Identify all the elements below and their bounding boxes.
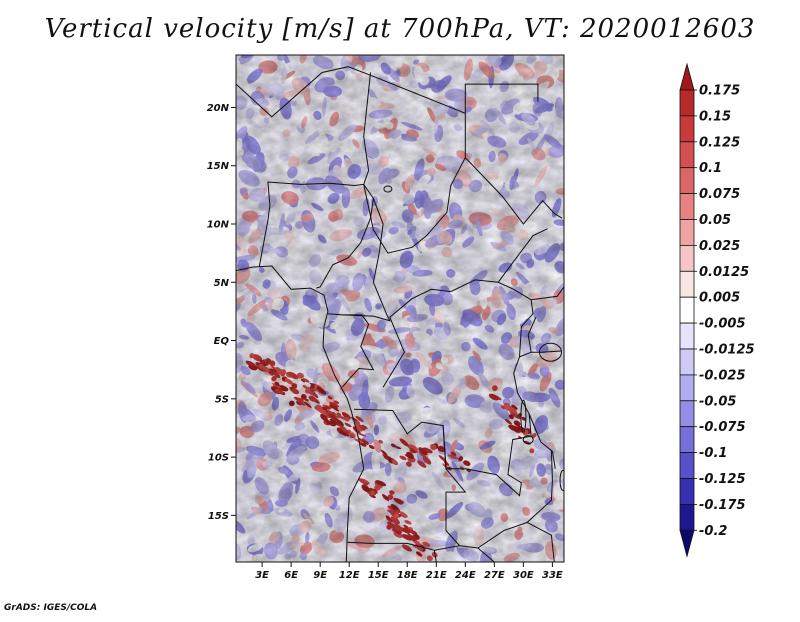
- lon-tick-label: 33E: [542, 570, 563, 581]
- lon-tick-label: 30E: [513, 570, 534, 581]
- lake-outline: [559, 469, 564, 491]
- border-line: [433, 550, 437, 562]
- lon-tick-label: 21E: [426, 570, 447, 581]
- country-borders: [236, 66, 564, 562]
- colorbar-label: -0.005: [699, 317, 746, 332]
- colorbar-swatch: [679, 219, 695, 246]
- lon-tick-label: 3E: [255, 570, 269, 581]
- border-line: [258, 181, 374, 289]
- colorbar-label: -0.075: [699, 420, 746, 435]
- colorbar-swatch: [679, 322, 695, 350]
- lake-outline: [383, 185, 393, 193]
- lat-tick-label: 5S: [215, 394, 229, 405]
- border-line: [526, 521, 555, 562]
- colorbar-top-arrow: [679, 62, 695, 91]
- colorbar-label: -0.125: [699, 472, 746, 487]
- colorbar-label: 0.025: [699, 239, 740, 254]
- lat-tick-label: 15N: [207, 161, 230, 172]
- border-line: [497, 228, 548, 283]
- lake-outline: [522, 435, 534, 445]
- colorbar-swatch: [679, 426, 695, 454]
- colorbar-label: 0.0125: [699, 265, 749, 280]
- colorbar-label: 0.175: [699, 84, 740, 99]
- border-line: [342, 314, 375, 388]
- colorbar-label: 0.075: [699, 187, 740, 202]
- colorbar-swatch: [679, 296, 695, 324]
- colorbar-label: -0.025: [699, 368, 746, 383]
- lon-tick-label: 15E: [368, 570, 389, 581]
- lon-tick-label: 9E: [313, 570, 327, 581]
- lon-tick-label: 6E: [284, 570, 298, 581]
- border-line: [347, 425, 467, 551]
- lat-tick-label: EQ: [214, 336, 230, 347]
- colorbar-swatch: [679, 452, 695, 479]
- border-line: [464, 83, 539, 114]
- colorbar-swatch: [679, 478, 695, 505]
- colorbar-label: -0.175: [699, 498, 746, 513]
- map-frame: [235, 54, 565, 563]
- lake-outline: [520, 399, 527, 433]
- border-line: [464, 157, 563, 225]
- border-line: [531, 286, 564, 301]
- map-plot-area: [236, 55, 564, 562]
- longitude-axis: 3E 6E 9E 12E 15E 18E 21E 24E 27E 30E 33E: [255, 562, 563, 581]
- border-line: [236, 265, 365, 562]
- colorbar-swatch: [679, 115, 695, 143]
- colorbar-label: -0.1: [699, 446, 727, 461]
- latitude-axis: 20N 15N 10N 5N EQ 5S 10S 15S: [207, 103, 236, 522]
- border-line: [382, 317, 405, 388]
- colorbar-swatch: [679, 141, 695, 169]
- colorbar-swatch: [679, 400, 695, 428]
- colorbar-label: -0.05: [699, 394, 736, 409]
- lat-tick-label: 20N: [207, 103, 230, 114]
- lat-tick-label: 10S: [208, 453, 229, 464]
- lon-tick-label: 18E: [397, 570, 418, 581]
- colorbar-swatch: [679, 167, 695, 194]
- lon-tick-label: 24E: [455, 570, 476, 581]
- colorbar-swatch: [679, 503, 695, 531]
- colorbar-swatch: [679, 89, 695, 117]
- lake-outline: [539, 342, 562, 362]
- colorbar-swatch: [679, 270, 695, 298]
- colorbar-label: 0.005: [699, 291, 740, 306]
- chart-title: Vertical velocity [m/s] at 700hPa, VT: 2…: [44, 14, 756, 44]
- colorbar-swatch: [679, 348, 695, 376]
- colorbar-swatch: [679, 374, 695, 402]
- colorbar-label: -0.2: [699, 524, 727, 539]
- border-line: [527, 316, 537, 353]
- lat-tick-label: 10N: [207, 220, 230, 231]
- colorbar: 0.175 0.15 0.125 0.1 0.075 0.05 0.025 0.0125 0.0…: [679, 62, 755, 558]
- colorbar-swatch: [679, 193, 695, 220]
- border-line: [519, 350, 562, 358]
- colorbar-swatch: [679, 244, 695, 272]
- lon-tick-label: 12E: [339, 570, 360, 581]
- colorbar-label: -0.0125: [699, 343, 755, 358]
- colorbar-label: 0.125: [699, 135, 740, 150]
- lon-tick-label: 27E: [484, 570, 505, 581]
- colorbar-bottom-arrow: [679, 529, 695, 558]
- lat-tick-label: 5N: [214, 278, 230, 289]
- border-line: [477, 547, 495, 562]
- colorbar-label: 0.1: [699, 161, 722, 176]
- colorbar-label: 0.05: [699, 213, 731, 228]
- border-line: [528, 413, 556, 469]
- colorbar-label: 0.15: [699, 109, 731, 124]
- border-line: [236, 66, 466, 254]
- lat-tick-label: 15S: [208, 511, 229, 522]
- credit-label: GrADS: IGES/COLA: [4, 603, 98, 613]
